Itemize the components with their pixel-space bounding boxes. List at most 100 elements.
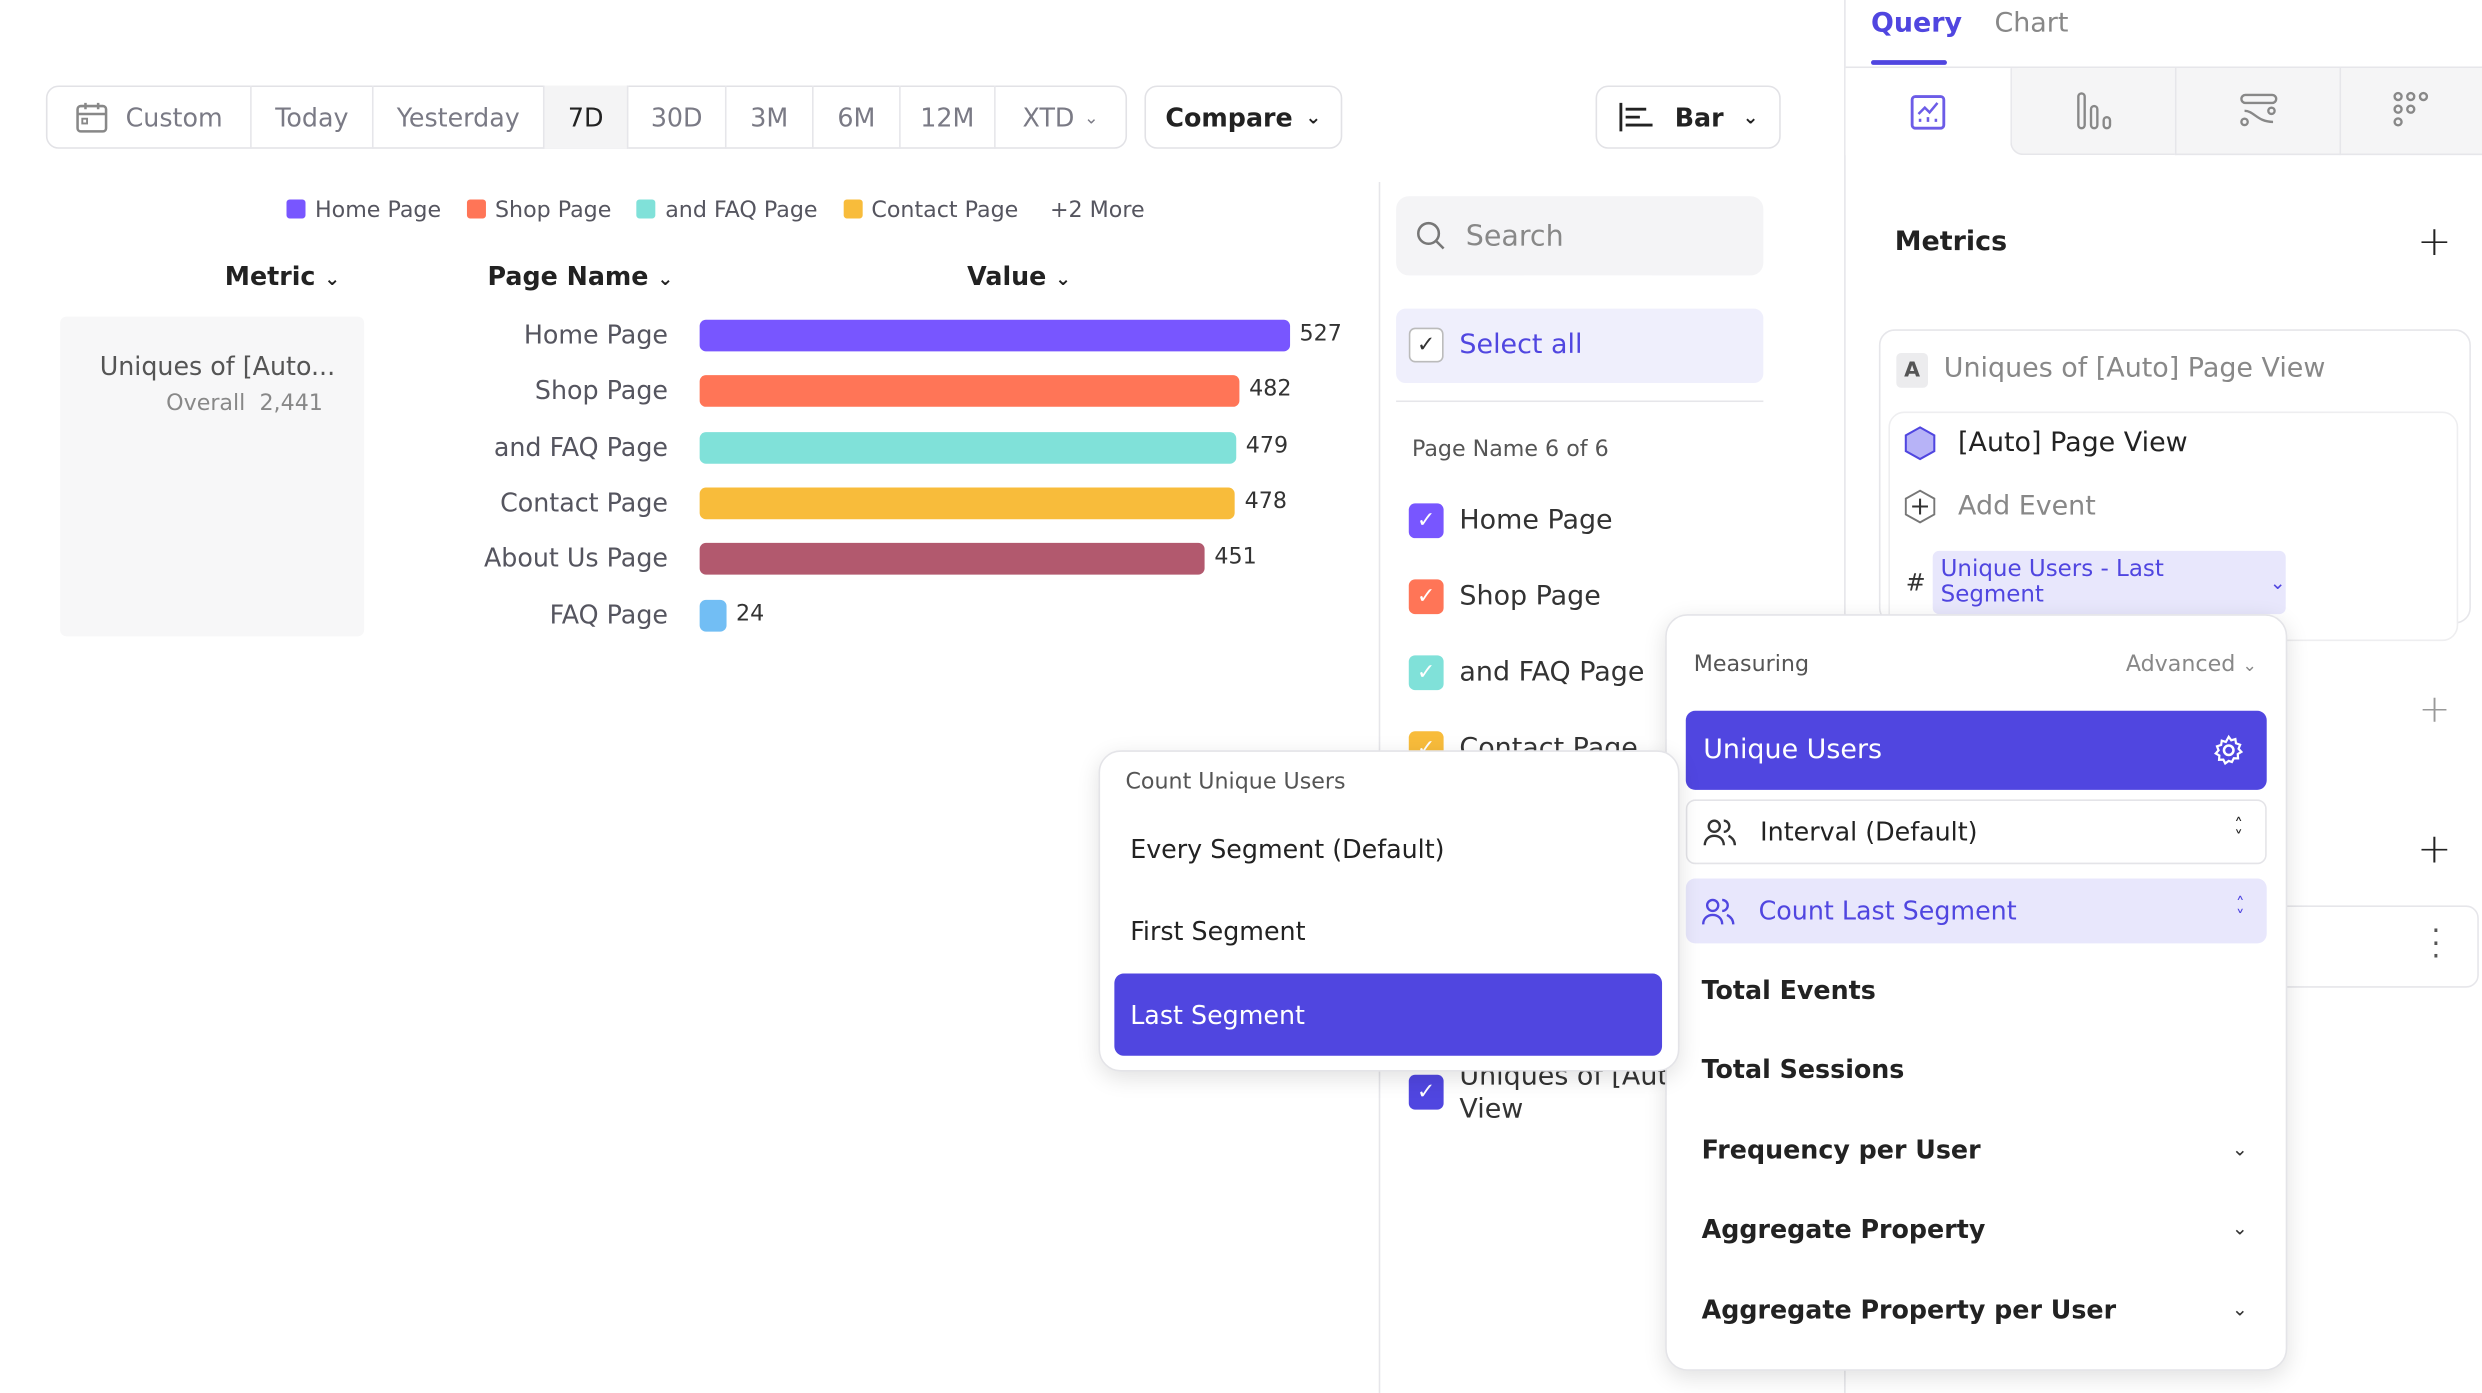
- tab-insights[interactable]: [1845, 68, 2011, 156]
- kebab-menu-icon[interactable]: · · ·: [2431, 914, 2441, 974]
- chevron-down-icon: ⌄: [1083, 106, 1099, 128]
- segment-option-label: Last Segment: [1130, 999, 1305, 1030]
- interval-label: Interval (Default): [1760, 816, 1978, 847]
- range-12m[interactable]: 12M: [901, 85, 996, 149]
- range-7d[interactable]: 7D: [544, 85, 629, 149]
- filter-checkbox[interactable]: ✓: [1408, 503, 1444, 539]
- metric-cell[interactable]: Uniques of [Auto... Overall 2,441: [60, 316, 365, 637]
- chart-legend: Home Page Shop Page and FAQ Page Contact…: [286, 197, 1145, 224]
- add-event-icon[interactable]: [1903, 489, 1938, 524]
- range-3m[interactable]: 3M: [727, 85, 814, 149]
- legend-item[interactable]: Contact Page: [842, 197, 1019, 224]
- range-6m[interactable]: 6M: [814, 85, 901, 149]
- range-today[interactable]: Today: [252, 85, 374, 149]
- bar[interactable]: [699, 319, 1291, 352]
- count-mode-select[interactable]: Count Last Segment ˄ ˅: [1685, 878, 2267, 944]
- overall-label: Overall: [166, 390, 246, 417]
- segment-option-last[interactable]: Last Segment: [1114, 973, 1663, 1056]
- chevron-down-icon: ⌄: [2231, 1217, 2248, 1240]
- bar-value: 482: [1249, 376, 1292, 403]
- tab-funnels[interactable]: [2010, 68, 2175, 156]
- event-name[interactable]: [Auto] Page View: [1958, 427, 2188, 460]
- bar-value: 527: [1299, 321, 1342, 347]
- gear-icon[interactable]: [2213, 734, 2245, 766]
- header-label: Page Name: [487, 261, 649, 292]
- bar-value: 478: [1244, 489, 1287, 515]
- bar[interactable]: [699, 375, 1240, 407]
- select-all-checkbox[interactable]: ✓: [1408, 327, 1444, 363]
- measure-chip-label: Unique Users - Last Segment: [1940, 557, 2164, 608]
- measure-option-frequency[interactable]: Frequency per User: [1701, 1134, 1981, 1166]
- advanced-toggle[interactable]: Advanced ⌄: [2126, 652, 2257, 677]
- value-column-header[interactable]: Value ⌄: [967, 261, 1071, 291]
- select-all-row[interactable]: [1396, 308, 1764, 384]
- filter-item-line: View: [1459, 1093, 1524, 1126]
- search-icon: [1417, 221, 1445, 250]
- range-label: XTD: [1022, 102, 1075, 133]
- legend-label: Contact Page: [871, 197, 1019, 224]
- filter-checkbox[interactable]: ✓: [1408, 655, 1444, 691]
- legend-item[interactable]: Shop Page: [466, 198, 611, 223]
- bar[interactable]: [699, 432, 1237, 464]
- bar[interactable]: [699, 487, 1236, 520]
- filter-checkbox[interactable]: ✓: [1408, 1074, 1444, 1110]
- chart-type-button[interactable]: Bar ⌄: [1595, 85, 1781, 149]
- add-filter-icon[interactable]: +: [2417, 826, 2452, 874]
- chevron-down-icon: ⌄: [2269, 571, 2286, 594]
- filter-checkbox[interactable]: ✓: [1408, 579, 1444, 615]
- measure-hash: #: [1905, 568, 1926, 597]
- legend-swatch: [466, 199, 486, 219]
- tab-flows[interactable]: [2174, 68, 2340, 156]
- legend-item[interactable]: and FAQ Page: [636, 197, 818, 224]
- bar-chart-horizontal-icon: [1619, 102, 1653, 132]
- legend-label: and FAQ Page: [665, 197, 818, 224]
- filter-item-label: Home Page: [1459, 504, 1613, 537]
- divider: [1845, 66, 2482, 69]
- metric-title[interactable]: Uniques of [Auto] Page View: [1943, 352, 2326, 385]
- range-xtd[interactable]: XTD ⌄: [996, 85, 1126, 148]
- calendar-icon: [76, 102, 108, 133]
- page-name-column-header[interactable]: Page Name ⌄: [488, 261, 674, 291]
- measure-option-selected[interactable]: Unique Users: [1685, 710, 2267, 790]
- tab-retention[interactable]: [2339, 68, 2482, 156]
- legend-more[interactable]: +2 More: [1049, 197, 1145, 224]
- tab-query[interactable]: Query: [1870, 7, 1963, 40]
- segment-option-first[interactable]: First Segment: [1130, 916, 1306, 947]
- bar-label: and FAQ Page: [493, 432, 668, 463]
- measure-option-aggregate-property[interactable]: Aggregate Property: [1701, 1214, 1986, 1245]
- range-30d[interactable]: 30D: [628, 85, 727, 149]
- range-custom[interactable]: Custom: [47, 85, 252, 149]
- range-yesterday[interactable]: Yesterday: [374, 85, 545, 149]
- metric-column-header[interactable]: Metric ⌄: [225, 261, 340, 291]
- chevron-down-icon: ⌄: [1055, 267, 1072, 290]
- chevron-down-icon: ⌄: [324, 267, 341, 290]
- add-metric-icon[interactable]: +: [2417, 218, 2452, 266]
- add-event-label[interactable]: Add Event: [1958, 490, 2096, 523]
- bar[interactable]: [699, 542, 1205, 575]
- compare-button[interactable]: Compare ⌄: [1144, 85, 1343, 149]
- tab-underline: [1870, 60, 1947, 65]
- bar-value: 479: [1245, 433, 1289, 460]
- legend-item[interactable]: Home Page: [286, 198, 441, 223]
- interval-select[interactable]: Interval (Default) ˄ ˅: [1685, 799, 2267, 865]
- chevron-down-icon: ⌄: [1742, 106, 1759, 129]
- bar-label: Home Page: [523, 319, 668, 350]
- segment-option-every[interactable]: Every Segment (Default): [1130, 834, 1445, 865]
- tab-chart[interactable]: Chart: [1994, 7, 2069, 40]
- measure-option-total-sessions[interactable]: Total Sessions: [1701, 1054, 1905, 1085]
- legend-swatch: [286, 199, 306, 219]
- add-breakdown-icon[interactable]: +: [2418, 686, 2451, 732]
- chevron-down-icon: ⌄: [1305, 106, 1322, 129]
- bar-label: About Us Page: [483, 542, 668, 574]
- updown-chevron-icon: ˄ ˅: [2234, 814, 2243, 848]
- measure-chip[interactable]: Unique Users - Last Segment ⌄: [1932, 550, 2286, 615]
- measure-option-aggregate-property-per-user[interactable]: Aggregate Property per User: [1701, 1294, 2117, 1325]
- search-input[interactable]: Search: [1396, 196, 1764, 276]
- chevron-down-icon: ⌄: [2231, 1297, 2248, 1321]
- chevron-down-icon: ⌄: [2231, 1138, 2248, 1161]
- measure-option-total-events[interactable]: Total Events: [1701, 975, 1876, 1006]
- bar[interactable]: [699, 599, 727, 632]
- search-placeholder: Search: [1465, 219, 1564, 253]
- bar-value: 24: [736, 601, 765, 627]
- flows-icon: [2239, 93, 2277, 127]
